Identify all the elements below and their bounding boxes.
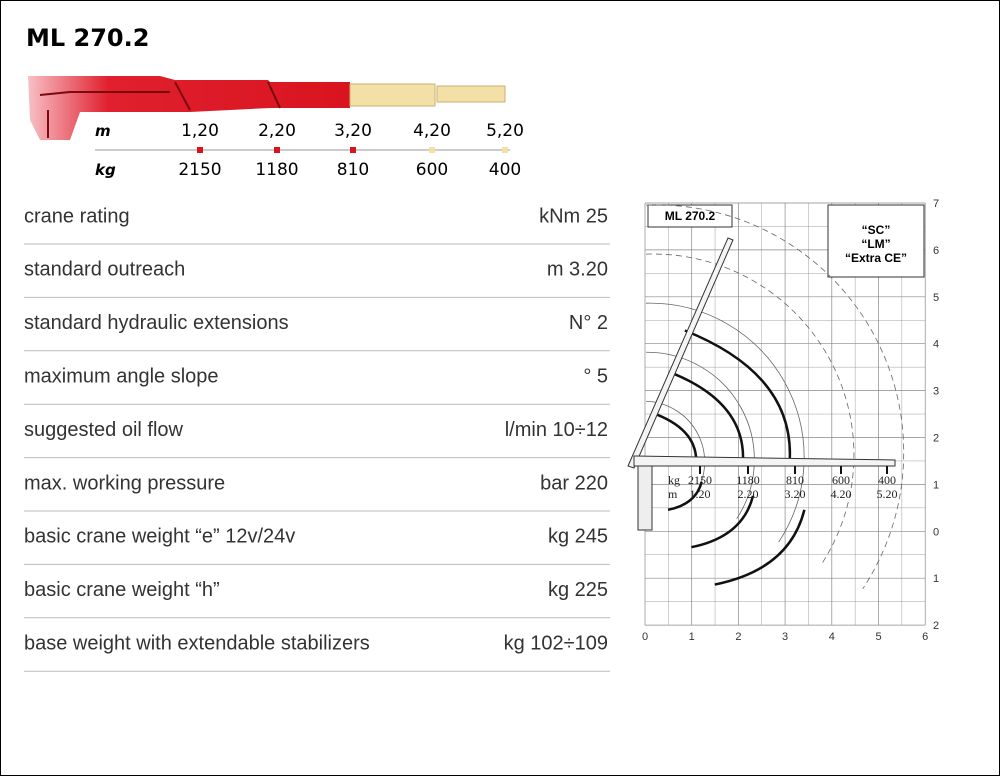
reach-arc xyxy=(645,204,905,589)
m-value: 5,20 xyxy=(486,121,524,141)
x-axis-label: 4 xyxy=(829,631,835,643)
load-m-label: m xyxy=(668,487,678,501)
load-kg-label: kg xyxy=(668,473,680,487)
y-axis-label: 2 xyxy=(933,620,939,632)
scale-marker xyxy=(274,147,280,153)
spec-value: kg 102÷109 xyxy=(504,632,608,654)
load-curve xyxy=(714,509,806,586)
m-label: m xyxy=(95,122,111,140)
spec-label: standard hydraulic extensions xyxy=(24,312,289,334)
spec-label: maximum angle slope xyxy=(24,365,219,387)
crane-boom xyxy=(28,76,506,140)
spec-value: kg 245 xyxy=(548,526,608,548)
diagram-note: “Extra CE” xyxy=(845,251,907,265)
x-axis-label: 5 xyxy=(875,631,881,643)
x-axis-label: 3 xyxy=(782,631,788,643)
title: ML 270.2 xyxy=(26,24,149,52)
boom-flat xyxy=(633,455,896,467)
spec-label: base weight with extendable stabilizers xyxy=(24,632,370,654)
load-m: 4.20 xyxy=(831,487,852,501)
kg-value: 400 xyxy=(489,160,521,180)
load-m: 1.20 xyxy=(690,487,711,501)
crane-column xyxy=(637,459,653,531)
reach-arc xyxy=(645,400,705,496)
scale-marker xyxy=(429,147,435,153)
x-axis-label: 1 xyxy=(689,631,695,643)
load-kg: 1180 xyxy=(736,473,760,487)
load-m: 5.20 xyxy=(877,487,898,501)
load-curve xyxy=(684,329,792,466)
diagram-note: “LM” xyxy=(861,237,890,251)
load-kg: 810 xyxy=(786,473,804,487)
x-axis-label: 6 xyxy=(922,631,928,643)
scale-marker xyxy=(197,147,203,153)
y-axis-label: 4 xyxy=(933,339,939,351)
spec-label: standard outreach xyxy=(24,259,185,281)
diagram-note: “SC” xyxy=(862,223,891,237)
m-value: 1,20 xyxy=(181,121,219,141)
kg-value: 2150 xyxy=(178,160,221,180)
spec-value: kg 225 xyxy=(548,579,608,601)
x-axis-label: 0 xyxy=(642,631,648,643)
m-value: 4,20 xyxy=(413,121,451,141)
y-axis-label: 1 xyxy=(933,479,939,491)
reach-arc xyxy=(645,253,855,566)
load-m: 2.20 xyxy=(738,487,759,501)
kg-value: 810 xyxy=(337,160,369,180)
boom-raised xyxy=(627,237,734,469)
diagram-title: ML 270.2 xyxy=(665,209,716,223)
kg-label: kg xyxy=(95,161,116,179)
load-kg: 600 xyxy=(832,473,850,487)
kg-value: 1180 xyxy=(255,160,298,180)
spec-value: m 3.20 xyxy=(547,259,608,281)
spec-label: crane rating xyxy=(24,205,130,227)
spec-label: max. working pressure xyxy=(24,472,225,494)
scale-marker xyxy=(350,147,356,153)
load-curve xyxy=(670,371,745,466)
spec-value: N° 2 xyxy=(569,312,608,334)
y-axis-label: 6 xyxy=(933,245,939,257)
y-axis-label: 7 xyxy=(933,198,939,210)
scale-marker xyxy=(502,147,508,153)
spec-value: kNm 25 xyxy=(539,205,608,227)
spec-value: ° 5 xyxy=(583,365,608,387)
spec-label: suggested oil flow xyxy=(24,419,184,441)
load-kg: 400 xyxy=(878,473,896,487)
load-diagram: ML 270.2“SC”“LM”“Extra CE”0 1 2 3 4 5 67654321… xyxy=(627,198,939,643)
kg-value: 600 xyxy=(416,160,448,180)
load-m: 3.20 xyxy=(785,487,806,501)
m-value: 2,20 xyxy=(258,121,296,141)
x-axis-label: 2 xyxy=(735,631,741,643)
spec-value: bar 220 xyxy=(540,472,608,494)
spec-value: l/min 10÷12 xyxy=(505,419,608,441)
reach-arc xyxy=(645,302,805,543)
y-axis-label: 2 xyxy=(933,433,939,445)
load-curve xyxy=(667,481,703,512)
y-axis-label: 5 xyxy=(933,292,939,304)
spec-label: basic crane weight “e” 12v/24v xyxy=(24,526,295,548)
y-axis-label: 1 xyxy=(933,573,939,585)
y-axis-label: 0 xyxy=(933,526,939,538)
load-curve xyxy=(691,495,755,549)
m-value: 3,20 xyxy=(334,121,372,141)
y-axis-label: 3 xyxy=(933,386,939,398)
load-kg: 2150 xyxy=(688,473,712,487)
spec-label: basic crane weight “h” xyxy=(24,579,220,601)
